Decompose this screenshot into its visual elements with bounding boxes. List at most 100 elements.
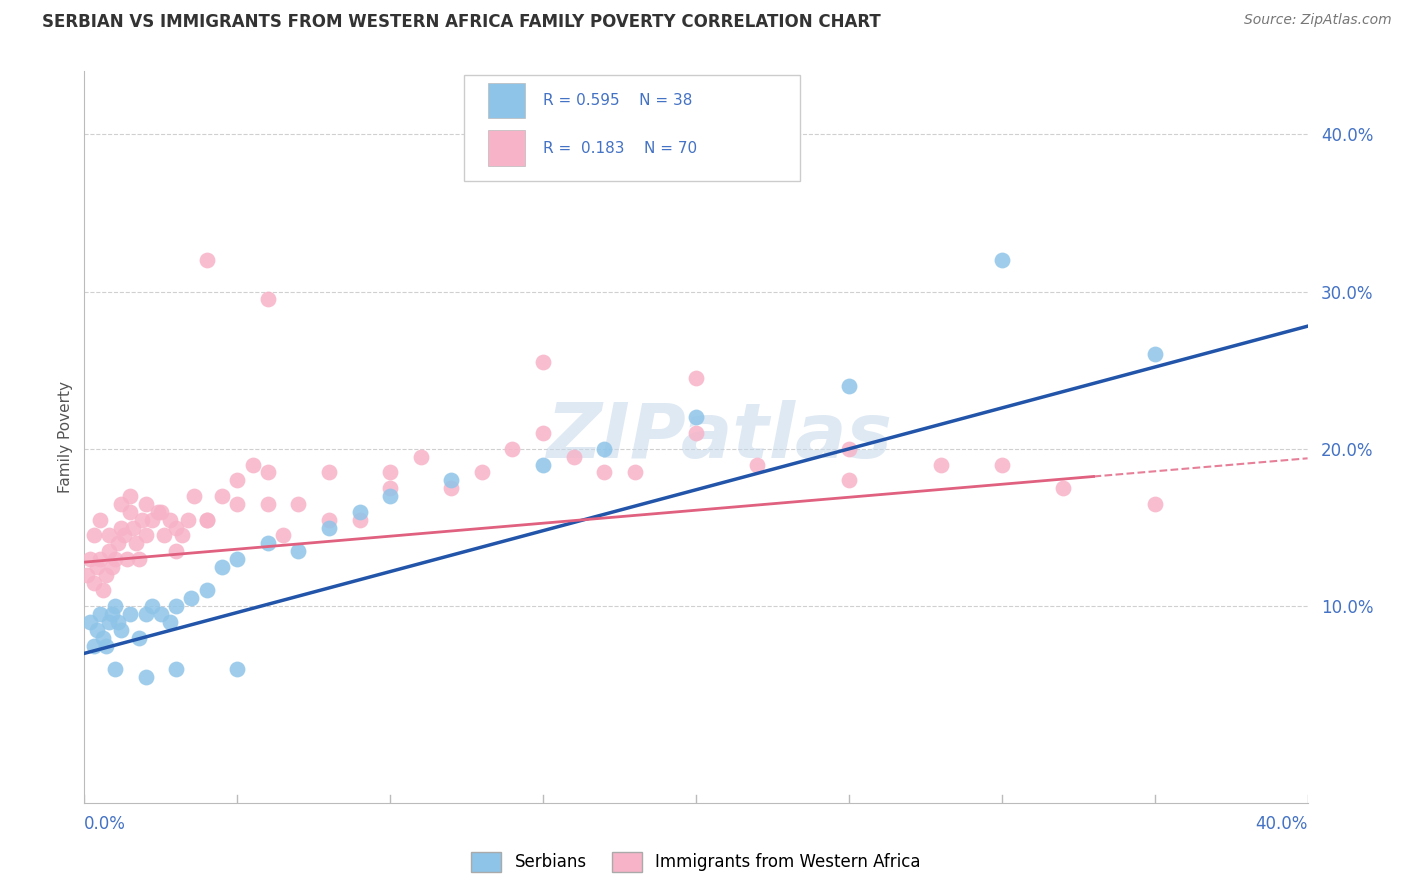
Point bbox=[135, 670, 157, 684]
Point bbox=[97, 544, 120, 558]
Point bbox=[195, 513, 218, 527]
Point bbox=[146, 505, 169, 519]
Point bbox=[107, 536, 129, 550]
Point bbox=[502, 442, 524, 456]
Point bbox=[79, 552, 101, 566]
Point bbox=[149, 505, 172, 519]
Point bbox=[135, 528, 157, 542]
Point bbox=[991, 253, 1014, 268]
Point bbox=[318, 513, 340, 527]
Point bbox=[440, 481, 463, 495]
Point bbox=[89, 513, 111, 527]
Text: R =  0.183    N = 70: R = 0.183 N = 70 bbox=[543, 141, 697, 155]
FancyBboxPatch shape bbox=[488, 83, 524, 118]
Point bbox=[165, 520, 187, 534]
Point bbox=[195, 253, 218, 268]
Point bbox=[318, 520, 340, 534]
Point bbox=[349, 513, 371, 527]
Point bbox=[531, 458, 554, 472]
Point bbox=[110, 623, 132, 637]
Point bbox=[531, 426, 554, 441]
Point bbox=[271, 528, 294, 542]
Point bbox=[172, 528, 194, 542]
Point bbox=[593, 466, 616, 480]
Point bbox=[257, 497, 280, 511]
Point bbox=[440, 473, 463, 487]
Point bbox=[83, 639, 105, 653]
Text: SERBIAN VS IMMIGRANTS FROM WESTERN AFRICA FAMILY POVERTY CORRELATION CHART: SERBIAN VS IMMIGRANTS FROM WESTERN AFRIC… bbox=[42, 13, 882, 31]
Point bbox=[1143, 347, 1166, 361]
Point bbox=[685, 426, 707, 441]
Y-axis label: Family Poverty: Family Poverty bbox=[58, 381, 73, 493]
Point bbox=[838, 442, 860, 456]
Point bbox=[79, 615, 101, 629]
Point bbox=[180, 591, 202, 606]
Point bbox=[149, 607, 172, 621]
Legend: Serbians, Immigrants from Western Africa: Serbians, Immigrants from Western Africa bbox=[464, 845, 928, 879]
Point bbox=[287, 544, 309, 558]
Text: Source: ZipAtlas.com: Source: ZipAtlas.com bbox=[1244, 13, 1392, 28]
Point bbox=[226, 662, 249, 676]
Point bbox=[120, 505, 142, 519]
Point bbox=[94, 639, 117, 653]
Point bbox=[135, 497, 157, 511]
Point bbox=[183, 489, 205, 503]
Point bbox=[125, 536, 148, 550]
Point bbox=[159, 615, 181, 629]
Point bbox=[165, 662, 187, 676]
Point bbox=[257, 466, 280, 480]
Point bbox=[991, 458, 1014, 472]
Text: ZIPatlas: ZIPatlas bbox=[547, 401, 893, 474]
Point bbox=[838, 473, 860, 487]
Point bbox=[380, 466, 402, 480]
Point bbox=[195, 513, 218, 527]
Point bbox=[122, 520, 145, 534]
Point bbox=[929, 458, 952, 472]
Point bbox=[153, 528, 176, 542]
Point bbox=[531, 355, 554, 369]
Point bbox=[76, 567, 98, 582]
Point bbox=[685, 410, 707, 425]
Point bbox=[94, 567, 117, 582]
Point bbox=[838, 379, 860, 393]
Point bbox=[562, 450, 585, 464]
Point bbox=[226, 552, 249, 566]
Point bbox=[287, 497, 309, 511]
Point bbox=[141, 513, 163, 527]
Text: R = 0.595    N = 38: R = 0.595 N = 38 bbox=[543, 93, 692, 108]
Point bbox=[685, 371, 707, 385]
Point bbox=[83, 575, 105, 590]
Point bbox=[112, 528, 135, 542]
Point bbox=[120, 607, 142, 621]
Point bbox=[86, 559, 108, 574]
Point bbox=[211, 559, 233, 574]
Point bbox=[593, 442, 616, 456]
FancyBboxPatch shape bbox=[464, 75, 800, 181]
Point bbox=[104, 599, 127, 614]
Point bbox=[226, 473, 249, 487]
Point bbox=[242, 458, 264, 472]
Point bbox=[120, 489, 142, 503]
Point bbox=[1052, 481, 1074, 495]
Point bbox=[165, 544, 187, 558]
Text: 40.0%: 40.0% bbox=[1256, 815, 1308, 833]
Point bbox=[349, 505, 371, 519]
Point bbox=[747, 458, 769, 472]
Point bbox=[165, 599, 187, 614]
Point bbox=[97, 615, 120, 629]
Point bbox=[97, 528, 120, 542]
Point bbox=[471, 466, 494, 480]
Point bbox=[91, 583, 114, 598]
Point bbox=[257, 293, 280, 307]
Text: 0.0%: 0.0% bbox=[84, 815, 127, 833]
Point bbox=[91, 631, 114, 645]
Point bbox=[195, 583, 218, 598]
Point bbox=[86, 623, 108, 637]
Point bbox=[89, 552, 111, 566]
Point bbox=[226, 497, 249, 511]
Point bbox=[104, 662, 127, 676]
Point bbox=[110, 520, 132, 534]
Point bbox=[128, 631, 150, 645]
Point bbox=[177, 513, 200, 527]
Point bbox=[83, 528, 105, 542]
